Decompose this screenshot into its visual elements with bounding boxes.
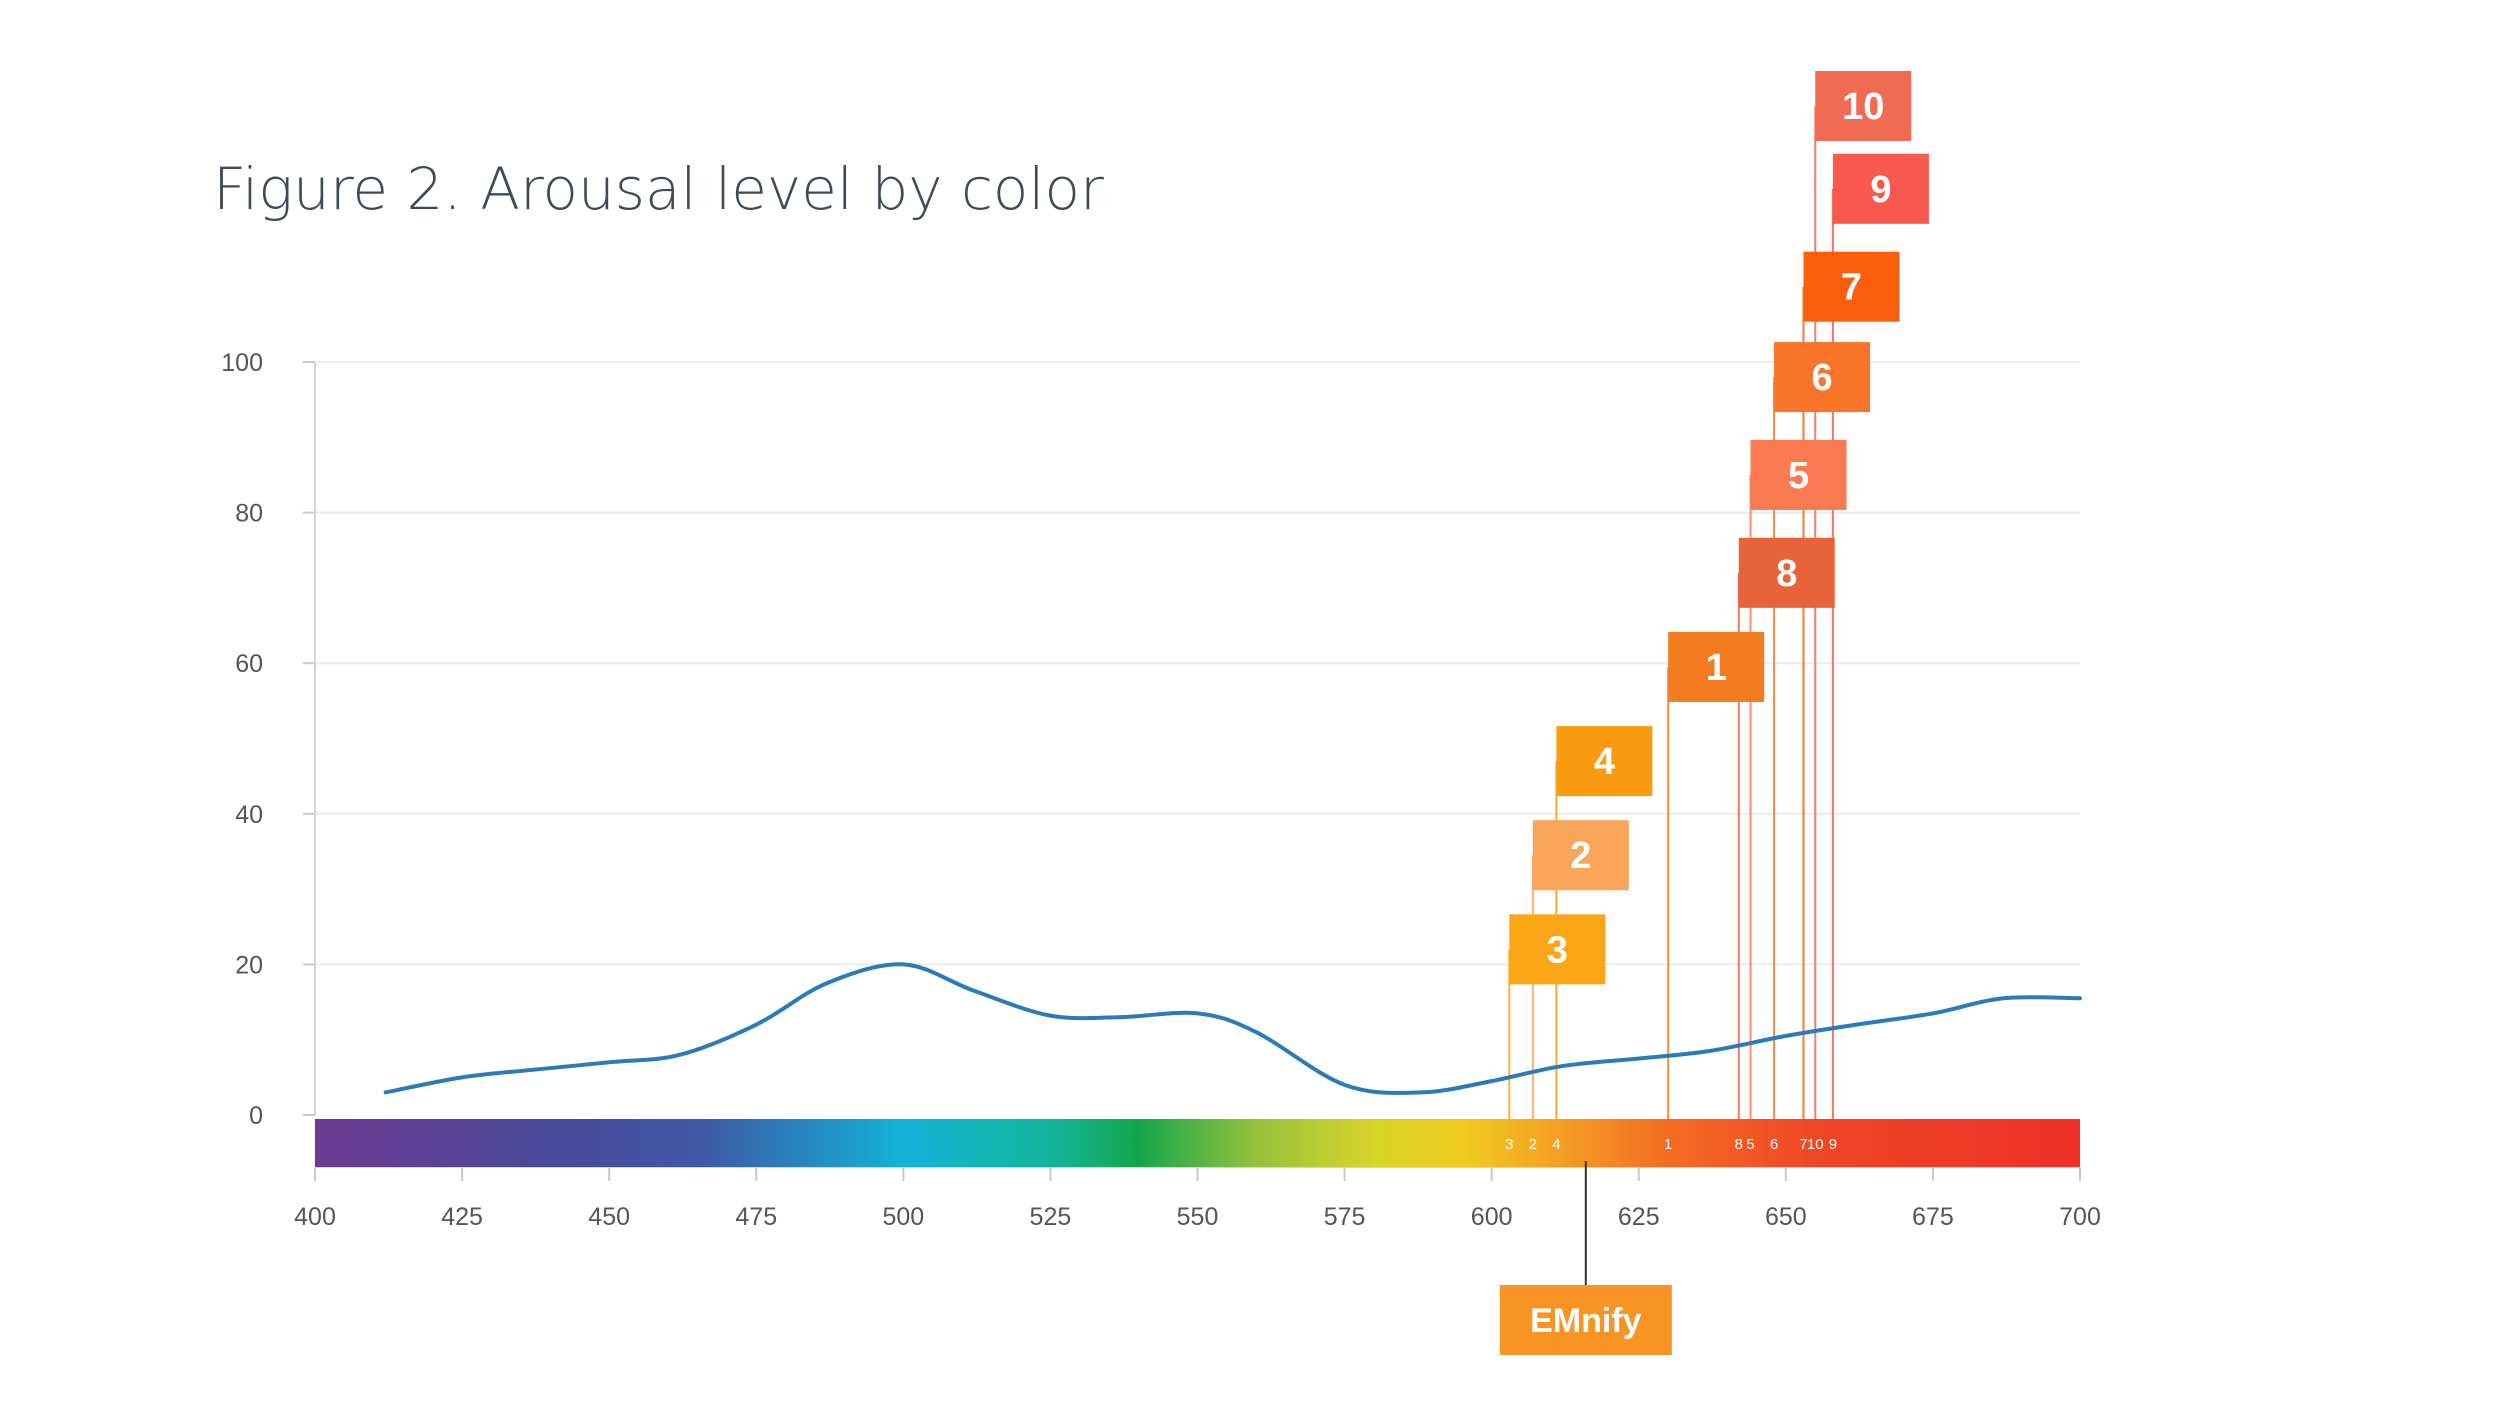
marker-label-5: 5 bbox=[1788, 455, 1809, 497]
x-tick-label: 425 bbox=[441, 1203, 483, 1231]
marker-box-9 bbox=[1832, 153, 1929, 224]
x-tick-label: 600 bbox=[1471, 1203, 1513, 1231]
y-tick-label: 80 bbox=[235, 500, 263, 528]
y-tick-label: 100 bbox=[221, 349, 263, 377]
marker-box-10 bbox=[1815, 70, 1912, 141]
brand-box bbox=[1499, 1285, 1672, 1355]
x-tick-label: 400 bbox=[294, 1203, 336, 1231]
band-number-2: 2 bbox=[1529, 1136, 1537, 1153]
y-tick-label: 0 bbox=[249, 1102, 263, 1130]
marker-numbers: 1 23 4 5 6 7 8 9 10 bbox=[1505, 1136, 1837, 1153]
marker-labels: 1 2 3 4 5 6 7 8 9 10 bbox=[1509, 70, 1929, 985]
brand-label: EMnify bbox=[1530, 1302, 1642, 1340]
band-number-8: 8 bbox=[1735, 1136, 1743, 1153]
x-tick-label: 500 bbox=[882, 1203, 924, 1231]
x-tick-label: 550 bbox=[1177, 1203, 1219, 1231]
marker-box-5 bbox=[1750, 439, 1847, 510]
band-number-6: 6 bbox=[1770, 1136, 1778, 1153]
marker-label-7: 7 bbox=[1841, 267, 1862, 309]
series bbox=[383, 962, 2082, 1095]
series-line bbox=[383, 962, 2082, 1095]
x-tick-label: 525 bbox=[1030, 1203, 1072, 1231]
spectrum-band bbox=[315, 1119, 2080, 1167]
marker-label-4: 4 bbox=[1594, 741, 1615, 783]
y-tick-label: 60 bbox=[235, 650, 263, 678]
marker-label-9: 9 bbox=[1870, 169, 1891, 211]
band-number-5: 5 bbox=[1746, 1136, 1754, 1153]
band-number-9: 9 bbox=[1829, 1136, 1837, 1153]
y-tick-label: 20 bbox=[235, 951, 263, 979]
x-tick-label: 650 bbox=[1765, 1203, 1807, 1231]
brand-marker: EMnify bbox=[1499, 1161, 1672, 1355]
marker-box-7 bbox=[1803, 251, 1900, 322]
marker-label-3: 3 bbox=[1547, 929, 1568, 971]
chart-title: Figure 2. Arousal level by color bbox=[213, 155, 1104, 223]
marker-label-8: 8 bbox=[1776, 553, 1797, 595]
marker-box-2 bbox=[1532, 820, 1629, 891]
marker-label-1: 1 bbox=[1706, 647, 1727, 689]
x-tick-label: 700 bbox=[2059, 1203, 2101, 1231]
marker-label-2: 2 bbox=[1570, 835, 1591, 877]
band-number-1: 1 bbox=[1664, 1136, 1672, 1153]
x-tick-label: 675 bbox=[1912, 1203, 1954, 1231]
y-tick-label: 40 bbox=[235, 801, 263, 829]
marker-box-6 bbox=[1774, 342, 1871, 413]
x-tick-label: 450 bbox=[588, 1203, 630, 1231]
band-number-10: 10 bbox=[1807, 1136, 1824, 1153]
x-tick-label: 625 bbox=[1618, 1203, 1660, 1231]
marker-box-4 bbox=[1556, 726, 1653, 797]
marker-box-8 bbox=[1738, 537, 1835, 608]
marker-label-10: 10 bbox=[1842, 86, 1884, 128]
x-tick-label: 575 bbox=[1324, 1203, 1366, 1231]
band-number-4: 4 bbox=[1552, 1136, 1560, 1153]
marker-label-6: 6 bbox=[1811, 357, 1832, 399]
band-number-3: 3 bbox=[1505, 1136, 1513, 1153]
grid bbox=[315, 361, 2080, 966]
band-number-7: 7 bbox=[1799, 1136, 1807, 1153]
marker-box-3 bbox=[1509, 914, 1606, 985]
marker-box-1 bbox=[1668, 631, 1765, 702]
x-tick-label: 475 bbox=[735, 1203, 777, 1231]
